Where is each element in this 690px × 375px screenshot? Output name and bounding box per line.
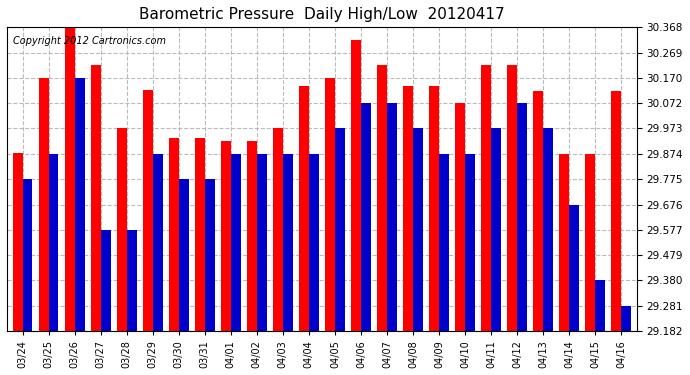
Bar bbox=[247, 141, 257, 331]
Bar bbox=[65, 27, 75, 331]
Bar bbox=[455, 103, 465, 331]
Bar bbox=[403, 86, 413, 331]
Bar bbox=[413, 129, 423, 331]
Bar bbox=[439, 154, 449, 331]
Bar bbox=[429, 86, 439, 331]
Bar bbox=[75, 78, 84, 331]
Bar bbox=[195, 138, 205, 331]
Bar bbox=[179, 179, 188, 331]
Bar bbox=[143, 90, 152, 331]
Bar bbox=[569, 204, 579, 331]
Bar bbox=[127, 230, 137, 331]
Bar bbox=[325, 78, 335, 331]
Bar bbox=[23, 179, 32, 331]
Bar bbox=[221, 141, 230, 331]
Bar bbox=[335, 129, 345, 331]
Bar bbox=[101, 230, 110, 331]
Bar bbox=[481, 65, 491, 331]
Bar bbox=[543, 129, 553, 331]
Bar bbox=[585, 154, 595, 331]
Bar bbox=[48, 154, 59, 331]
Text: Copyright 2012 Cartronics.com: Copyright 2012 Cartronics.com bbox=[13, 36, 166, 46]
Bar bbox=[560, 154, 569, 331]
Bar bbox=[387, 103, 397, 331]
Bar bbox=[507, 65, 517, 331]
Bar bbox=[299, 86, 309, 331]
Bar bbox=[611, 91, 621, 331]
Bar bbox=[12, 153, 23, 331]
Bar bbox=[595, 280, 605, 331]
Bar bbox=[152, 154, 163, 331]
Bar bbox=[283, 154, 293, 331]
Bar bbox=[205, 179, 215, 331]
Bar bbox=[351, 40, 361, 331]
Bar bbox=[39, 78, 48, 331]
Bar bbox=[465, 154, 475, 331]
Bar bbox=[377, 65, 387, 331]
Bar bbox=[230, 154, 241, 331]
Bar bbox=[309, 154, 319, 331]
Title: Barometric Pressure  Daily High/Low  20120417: Barometric Pressure Daily High/Low 20120… bbox=[139, 7, 504, 22]
Bar bbox=[361, 103, 371, 331]
Bar bbox=[621, 306, 631, 331]
Bar bbox=[517, 103, 527, 331]
Bar bbox=[273, 129, 283, 331]
Bar bbox=[533, 91, 543, 331]
Bar bbox=[491, 129, 501, 331]
Bar bbox=[117, 129, 127, 331]
Bar bbox=[169, 138, 179, 331]
Bar bbox=[257, 154, 267, 331]
Bar bbox=[91, 65, 101, 331]
